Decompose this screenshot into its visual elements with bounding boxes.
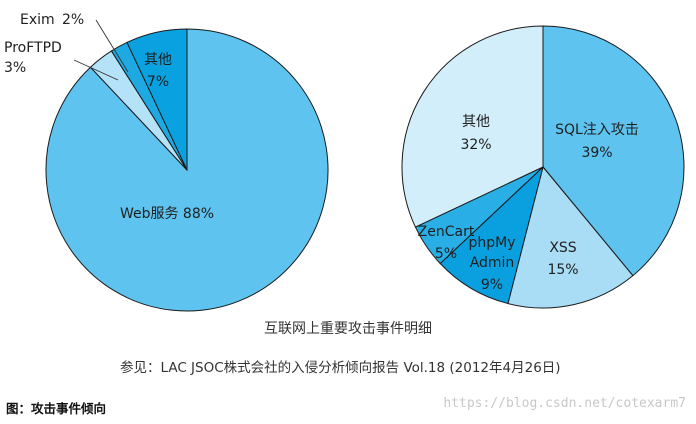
figure-label: 图：攻击事件倾向 bbox=[6, 401, 107, 416]
pie-chart-1: Web服务 88% ProFTPD 3% Exim 2% 其他 7% bbox=[4, 12, 329, 312]
slice-label-web-name: Web服务 88% bbox=[120, 206, 214, 222]
slice-label-xss-name: XSS bbox=[549, 240, 576, 256]
pie-slice-phpmy-admin bbox=[439, 165, 544, 305]
slice-label-phpmy-admin-name: phpMy bbox=[468, 235, 515, 251]
slice-label-phpmy-admin-value: 9% bbox=[481, 277, 503, 293]
slice-label-sql-value: 39% bbox=[581, 145, 612, 161]
slice-label-proftpd-value: 3% bbox=[4, 60, 26, 76]
slice-label-proftpd-name: ProFTPD bbox=[4, 40, 62, 56]
chart-caption-source: 参见：LAC JSOC株式会社的入侵分析倾向报告 Vol.18 (2012年4月… bbox=[120, 360, 561, 376]
slice-label-exim-value: 2% bbox=[62, 12, 84, 28]
pie-slice-xss bbox=[507, 165, 634, 309]
slice-label-other-value: 32% bbox=[460, 137, 491, 153]
slice-label-exim-name: Exim bbox=[20, 12, 55, 28]
leader-line-proftpd bbox=[73, 59, 119, 81]
leader-line-exim bbox=[95, 19, 129, 73]
chart-caption-title: 互联网上重要攻击事件明细 bbox=[264, 321, 432, 337]
slice-label-other-name: 其他 bbox=[462, 114, 490, 130]
slice-label-other-name: 其他 bbox=[144, 52, 172, 68]
pie-chart-2: SQL注入攻击 39% XSS 15% phpMy Admin 9% ZenCart 5% 其他 3… bbox=[401, 25, 685, 309]
slice-label-phpmy-admin-name: Admin bbox=[470, 255, 515, 271]
slice-label-zencart-value: 5% bbox=[435, 246, 457, 262]
slice-label-xss-value: 15% bbox=[547, 262, 578, 278]
pie-slice-other bbox=[126, 28, 188, 171]
pie-slice-sql bbox=[542, 25, 685, 277]
slice-label-other-value: 7% bbox=[147, 74, 169, 90]
slice-label-sql-name: SQL注入攻击 bbox=[555, 122, 639, 138]
pie-slice-other bbox=[401, 25, 544, 228]
watermark: https://blog.csdn.net/cotexarm7 bbox=[443, 396, 686, 411]
slice-label-zencart-name: ZenCart bbox=[418, 224, 475, 240]
